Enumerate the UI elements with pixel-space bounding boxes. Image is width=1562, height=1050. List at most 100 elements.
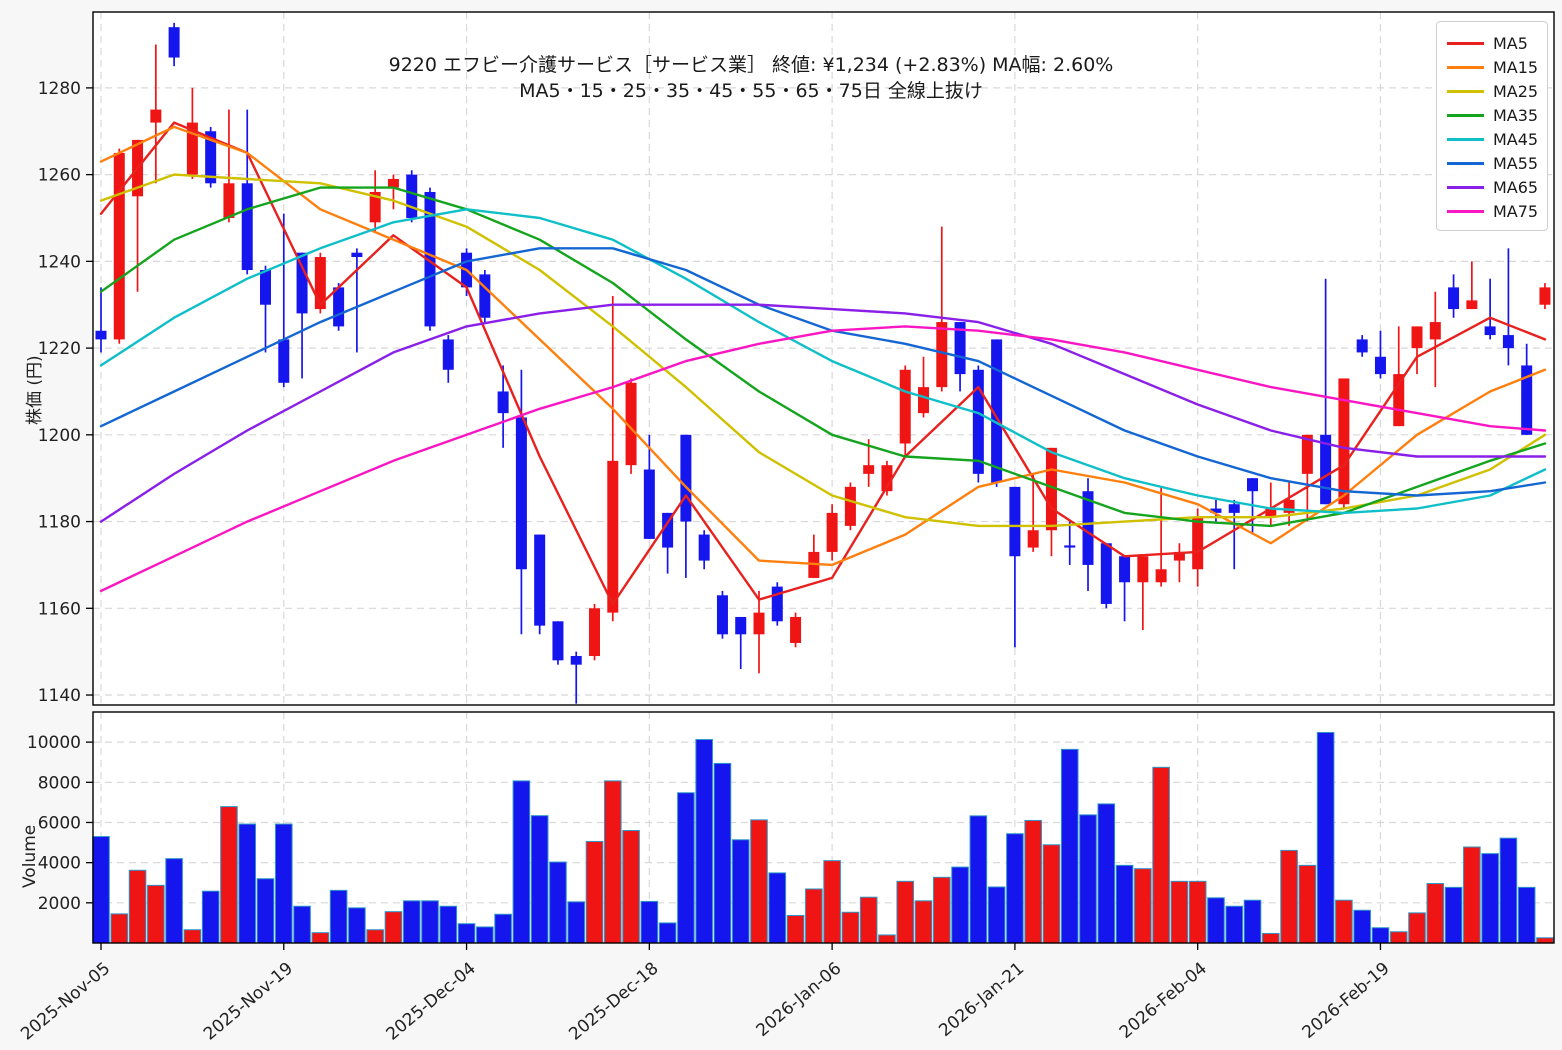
- candle-body: [1082, 491, 1094, 565]
- volume-bar: [92, 836, 110, 944]
- ma25-line-swatch-icon: [1447, 89, 1484, 93]
- x-tick-label: 2026-Feb-19: [1299, 959, 1394, 1043]
- candle-body: [260, 270, 272, 305]
- volume-bar: [1188, 880, 1207, 944]
- volume-bar: [878, 934, 896, 944]
- candle-body: [1228, 504, 1240, 513]
- volume-bar: [823, 860, 841, 944]
- volume-bar: [932, 876, 951, 944]
- candle-body: [1027, 530, 1039, 548]
- candle-body: [698, 534, 710, 561]
- volume-bar: [1499, 837, 1518, 944]
- candle-body: [1521, 365, 1533, 435]
- volume-bar: [677, 792, 695, 944]
- ma-line-ma5: [99, 121, 1547, 606]
- volume-bar: [1316, 731, 1335, 944]
- price-tick-label: 1220: [38, 339, 81, 359]
- candle-body: [515, 417, 527, 570]
- volume-bar: [969, 815, 988, 944]
- volume-bar: [1517, 886, 1536, 944]
- volume-bar: [859, 896, 878, 944]
- price-tick-label: 1160: [38, 599, 81, 619]
- candle-body: [333, 287, 345, 327]
- candle-body: [406, 174, 418, 218]
- volume-bar: [1444, 886, 1463, 944]
- candle-body: [113, 152, 125, 340]
- candle-body: [918, 387, 930, 414]
- candle-body: [607, 460, 619, 613]
- candle-body: [150, 109, 162, 123]
- volume-bar: [896, 880, 915, 944]
- volume-bar: [201, 890, 220, 944]
- volume-bar: [1134, 868, 1152, 944]
- volume-bar: [439, 905, 458, 944]
- volume-tick-label: 4000: [38, 854, 81, 874]
- volume-bar: [1536, 937, 1554, 944]
- volume-bar: [768, 872, 787, 944]
- volume-bar: [311, 932, 330, 944]
- candle-body: [1484, 326, 1496, 336]
- legend-label: MA5: [1493, 33, 1528, 53]
- volume-bar: [165, 858, 183, 944]
- volume-bar: [914, 900, 933, 944]
- candle-body: [1064, 545, 1076, 548]
- candle-body: [625, 382, 637, 466]
- price-tick-label: 1180: [38, 513, 81, 533]
- candle-body: [1374, 356, 1386, 375]
- candle-body: [1210, 508, 1222, 513]
- ma-line-ma45: [99, 208, 1547, 515]
- volume-bar: [494, 913, 512, 944]
- x-tick-label: 2025-Nov-19: [200, 959, 297, 1045]
- candle-body: [168, 27, 180, 58]
- candle-body: [643, 469, 655, 539]
- volume-bar: [256, 878, 275, 944]
- candle-body: [735, 616, 747, 635]
- legend-label: MA35: [1493, 105, 1539, 125]
- volume-bar: [603, 780, 622, 944]
- volume-bar: [1006, 833, 1024, 944]
- volume-bar: [1243, 899, 1262, 944]
- volume-bar: [1371, 927, 1390, 944]
- candle-body: [936, 322, 948, 388]
- volume-bar: [457, 923, 476, 944]
- volume-tick-label: 10000: [27, 733, 81, 753]
- candle-body: [954, 322, 966, 375]
- ma65-line-swatch-icon: [1447, 185, 1484, 189]
- price-tick-label: 1280: [38, 79, 81, 99]
- volume-bar: [1261, 932, 1280, 944]
- candle-body: [1539, 287, 1551, 305]
- candle-body: [1283, 499, 1295, 513]
- volume-bar: [1024, 819, 1042, 944]
- legend-item-ma45: MA45: [1447, 127, 1543, 151]
- candle-body: [1429, 322, 1441, 340]
- candle-body: [1320, 434, 1332, 505]
- volume-bar: [1170, 880, 1189, 944]
- candle-body: [1265, 508, 1277, 518]
- volume-bar: [549, 861, 567, 944]
- candle-body: [1356, 339, 1368, 353]
- candle-body: [1393, 374, 1405, 427]
- volume-bar: [1225, 905, 1244, 944]
- volume-bar: [402, 900, 421, 944]
- candle-body: [1009, 486, 1021, 557]
- legend: MA5 MA15 MA25 MA35 MA45 MA55 MA65 MA75: [1436, 21, 1548, 231]
- price-tick-label: 1140: [38, 686, 81, 706]
- x-tick-label: 2025-Dec-04: [383, 959, 480, 1045]
- volume-bar: [1280, 849, 1298, 944]
- volume-bar: [128, 869, 147, 944]
- volume-tick-label: 8000: [38, 773, 81, 793]
- candle-body: [1045, 447, 1057, 531]
- volume-bar: [1097, 803, 1116, 944]
- x-tick-label: 2025-Nov-05: [17, 959, 114, 1045]
- candle-body: [351, 252, 363, 258]
- candle-body: [1119, 556, 1131, 583]
- volume-panel-border: [92, 711, 1555, 944]
- candle-body: [1192, 517, 1204, 570]
- legend-label: MA75: [1493, 201, 1539, 221]
- candle-body: [1338, 378, 1350, 505]
- volume-bar: [786, 914, 805, 944]
- volume-tick-label: 2000: [38, 894, 81, 914]
- candle-body: [387, 178, 399, 188]
- candle-body: [844, 486, 856, 526]
